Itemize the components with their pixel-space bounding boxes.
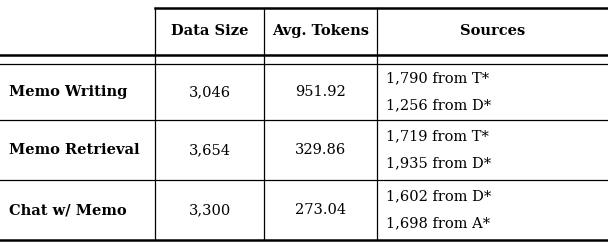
Text: 1,698 from A*: 1,698 from A*: [386, 217, 490, 231]
Text: 3,046: 3,046: [188, 85, 231, 99]
Text: Memo Retrieval: Memo Retrieval: [9, 143, 140, 157]
Text: 951.92: 951.92: [295, 85, 346, 99]
Text: 1,602 from D*: 1,602 from D*: [386, 189, 491, 203]
Text: 273.04: 273.04: [295, 203, 347, 217]
Text: 3,300: 3,300: [188, 203, 231, 217]
Text: 329.86: 329.86: [295, 143, 347, 157]
Text: 1,256 from D*: 1,256 from D*: [386, 98, 491, 112]
Text: Memo Writing: Memo Writing: [9, 85, 128, 99]
Text: Chat w/ Memo: Chat w/ Memo: [9, 203, 126, 217]
Text: 1,719 from T*: 1,719 from T*: [386, 129, 489, 143]
Text: Data Size: Data Size: [171, 24, 249, 38]
Text: 3,654: 3,654: [188, 143, 231, 157]
Text: 1,790 from T*: 1,790 from T*: [386, 71, 489, 85]
Text: 1,935 from D*: 1,935 from D*: [386, 157, 491, 171]
Text: Avg. Tokens: Avg. Tokens: [272, 24, 369, 38]
Text: Sources: Sources: [460, 24, 525, 38]
